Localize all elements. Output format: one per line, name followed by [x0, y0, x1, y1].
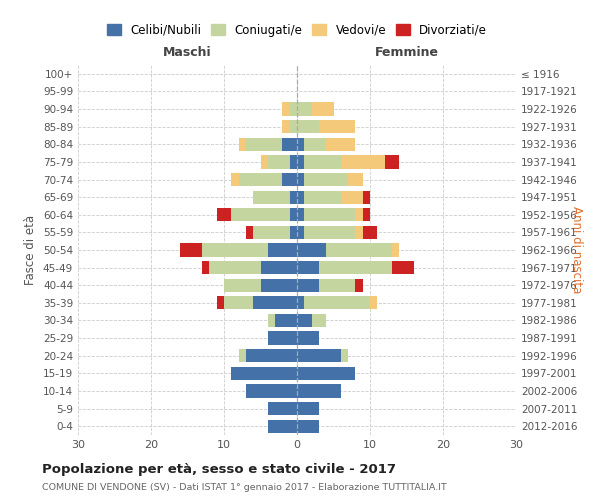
Bar — [180, 244, 202, 256]
Bar — [348, 173, 363, 186]
Bar — [283, 120, 290, 134]
Bar — [217, 296, 224, 310]
Bar — [297, 349, 341, 362]
Bar — [297, 384, 341, 398]
Bar — [311, 102, 334, 116]
Bar — [290, 208, 297, 222]
Bar — [202, 244, 268, 256]
Bar — [268, 402, 297, 415]
Bar — [304, 173, 348, 186]
Bar — [297, 314, 311, 327]
Bar — [290, 156, 297, 168]
Bar — [290, 226, 297, 239]
Bar — [304, 208, 355, 222]
Bar — [224, 296, 253, 310]
Bar — [297, 226, 304, 239]
Bar — [283, 173, 297, 186]
Text: COMUNE DI VENDONE (SV) - Dati ISTAT 1° gennaio 2017 - Elaborazione TUTTITALIA.IT: COMUNE DI VENDONE (SV) - Dati ISTAT 1° g… — [42, 482, 447, 492]
Bar — [341, 156, 385, 168]
Bar — [304, 226, 355, 239]
Bar — [283, 138, 297, 151]
Bar — [297, 296, 304, 310]
Bar — [319, 261, 392, 274]
Bar — [326, 138, 355, 151]
Bar — [362, 226, 377, 239]
Bar — [268, 420, 297, 433]
Bar — [260, 278, 297, 292]
Bar — [239, 138, 246, 151]
Bar — [232, 366, 297, 380]
Legend: Celibi/Nubili, Coniugati/e, Vedovi/e, Divorziati/e: Celibi/Nubili, Coniugati/e, Vedovi/e, Di… — [102, 19, 492, 42]
Bar — [297, 244, 326, 256]
Bar — [341, 349, 348, 362]
Text: Maschi: Maschi — [163, 46, 212, 59]
Bar — [319, 120, 355, 134]
Bar — [319, 278, 355, 292]
Bar — [260, 261, 297, 274]
Text: Femmine: Femmine — [374, 46, 439, 59]
Bar — [268, 244, 297, 256]
Bar — [385, 156, 399, 168]
Bar — [304, 156, 341, 168]
Bar — [326, 244, 392, 256]
Y-axis label: Anni di nascita: Anni di nascita — [570, 206, 583, 294]
Bar — [297, 332, 319, 344]
Bar — [239, 173, 283, 186]
Bar — [253, 296, 297, 310]
Bar — [297, 208, 304, 222]
Bar — [232, 208, 290, 222]
Bar — [304, 296, 370, 310]
Bar — [297, 156, 304, 168]
Bar — [268, 156, 290, 168]
Bar — [355, 226, 362, 239]
Bar — [304, 138, 326, 151]
Bar — [297, 420, 319, 433]
Bar — [209, 261, 260, 274]
Bar — [239, 349, 246, 362]
Bar — [297, 261, 319, 274]
Bar — [370, 296, 377, 310]
Bar — [297, 278, 319, 292]
Bar — [297, 366, 355, 380]
Bar — [246, 138, 283, 151]
Bar — [297, 138, 304, 151]
Bar — [297, 190, 304, 204]
Bar — [297, 173, 304, 186]
Bar — [355, 278, 362, 292]
Bar — [246, 226, 253, 239]
Bar — [202, 261, 209, 274]
Bar — [268, 314, 275, 327]
Bar — [290, 190, 297, 204]
Bar — [253, 226, 290, 239]
Bar — [311, 314, 326, 327]
Bar — [290, 102, 297, 116]
Text: Popolazione per età, sesso e stato civile - 2017: Popolazione per età, sesso e stato civil… — [42, 462, 396, 475]
Bar — [246, 349, 297, 362]
Bar — [290, 120, 297, 134]
Bar — [362, 190, 370, 204]
Bar — [392, 244, 399, 256]
Bar — [283, 102, 290, 116]
Bar — [304, 190, 341, 204]
Bar — [260, 156, 268, 168]
Bar — [275, 314, 297, 327]
Bar — [232, 173, 239, 186]
Bar — [355, 208, 362, 222]
Bar — [224, 278, 260, 292]
Bar — [297, 402, 319, 415]
Bar — [246, 384, 297, 398]
Bar — [253, 190, 290, 204]
Bar — [362, 208, 370, 222]
Bar — [297, 120, 319, 134]
Bar — [217, 208, 232, 222]
Bar — [392, 261, 414, 274]
Y-axis label: Fasce di età: Fasce di età — [25, 215, 37, 285]
Bar — [268, 332, 297, 344]
Bar — [297, 102, 311, 116]
Bar — [341, 190, 362, 204]
